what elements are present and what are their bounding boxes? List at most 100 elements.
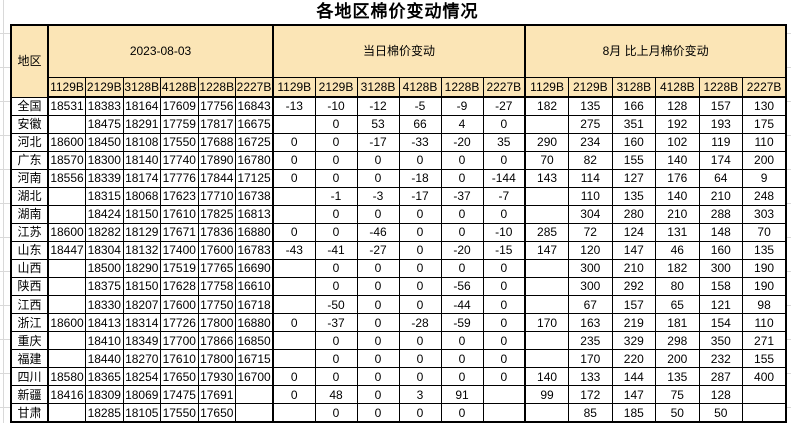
region-cell: 四川 [10,367,49,387]
table-row: 重庆 18410 18349 17700 17866 16850 0 0 0 0 0 235 329 29… [10,331,787,351]
group-header-date: 2023-08-03 [46,24,274,78]
daily-change-cell: 0 [398,295,442,315]
monthly-change-cell: 147 [611,240,657,260]
grade-code-header: 3128B [611,76,657,98]
daily-change-cell: 0 [482,349,526,369]
daily-change-cell: -37 [314,313,358,333]
price-cell: 18570 [47,150,86,170]
price-cell: 16880 [235,313,274,333]
price-cell: 17400 [160,240,199,260]
monthly-change-cell: 190 [742,258,787,278]
price-cell: 17866 [197,331,236,351]
monthly-change-cell [524,331,570,351]
daily-change-cell: 0 [356,313,400,333]
price-cell: 18500 [85,258,124,278]
daily-change-cell: 0 [482,150,526,170]
cotton-price-table: 地区 2023-08-03 当日棉价变动 8月 比上月棉价变动 1129B 212… [10,24,788,423]
daily-change-cell: -1 [314,186,358,206]
daily-change-cell [272,204,316,224]
daily-change-cell: 0 [482,114,526,134]
price-cell: 16850 [235,331,274,351]
daily-change-cell: 3 [398,385,442,405]
price-cell: 16880 [235,222,274,242]
grade-code-header: 2129B [314,76,358,98]
monthly-change-cell: 160 [611,132,657,152]
price-cell: 16715 [235,349,274,369]
monthly-change-cell: 210 [698,186,744,206]
price-cell: 17600 [197,240,236,260]
table-row: 全国 18531 18383 18164 17609 17756 16843 -13 -10 -1… [10,96,787,116]
monthly-change-cell [524,204,570,224]
price-cell: 17691 [197,385,236,405]
price-cell: 17550 [160,403,199,423]
daily-change-cell: 0 [314,168,358,188]
monthly-change-cell: 300 [568,258,613,278]
daily-change-cell [272,295,316,315]
monthly-change-cell: 288 [698,204,744,224]
daily-change-cell: 0 [398,349,442,369]
grade-code-header: 3128B [356,76,400,98]
daily-change-cell: 0 [398,258,442,278]
monthly-change-cell: 124 [611,222,657,242]
daily-change-cell: -33 [398,132,442,152]
price-cell: 18556 [47,168,86,188]
region-cell: 安徽 [10,114,49,134]
monthly-change-cell: 170 [524,313,570,333]
monthly-change-cell: 210 [611,258,657,278]
price-cell [235,385,274,405]
price-cell: 18304 [85,240,124,260]
monthly-change-cell: 350 [698,331,744,351]
monthly-change-cell: 46 [655,240,700,260]
daily-change-cell [482,385,526,405]
daily-change-cell [272,349,316,369]
monthly-change-cell: 400 [742,367,787,387]
region-cell: 浙江 [10,313,49,333]
monthly-change-cell: 72 [568,222,613,242]
price-cell: 18600 [47,222,86,242]
monthly-change-cell [524,349,570,369]
price-cell: 18383 [85,96,124,116]
monthly-change-cell: 160 [698,240,744,260]
daily-change-cell: 0 [356,295,400,315]
monthly-change-cell: 119 [698,132,744,152]
grade-code-header: 2227B [742,76,787,98]
grade-code-header: 1129B [47,76,86,98]
daily-change-cell [272,331,316,351]
monthly-change-cell: 181 [655,313,700,333]
monthly-change-cell: 290 [524,132,570,152]
daily-change-cell: -144 [482,168,526,188]
monthly-change-cell: 110 [742,132,787,152]
daily-change-cell: 0 [314,367,358,387]
price-cell: 17740 [160,150,199,170]
price-cell: 18150 [122,276,161,297]
price-cell: 18475 [85,114,124,134]
price-cell: 17519 [160,258,199,278]
region-cell: 新疆 [10,385,49,405]
monthly-change-cell: 351 [611,114,657,134]
monthly-change-cell: 174 [698,150,744,170]
monthly-change-cell: 176 [655,168,700,188]
daily-change-cell: 0 [440,204,484,224]
daily-change-cell: -10 [314,96,358,116]
daily-change-cell: -20 [440,132,484,152]
daily-change-cell: 0 [272,168,316,188]
region-cell: 广东 [10,150,49,170]
monthly-change-cell: 219 [611,313,657,333]
monthly-change-cell: 303 [742,204,787,224]
daily-change-cell: -56 [440,276,484,297]
monthly-change-cell: 9 [742,168,787,188]
price-cell [47,295,86,315]
daily-change-cell: 0 [356,385,400,405]
daily-change-cell: 0 [482,313,526,333]
region-cell: 陕西 [10,276,49,297]
left-margin-gridlines [0,0,10,423]
region-cell: 江西 [10,295,49,315]
price-cell: 17688 [197,132,236,152]
price-cell: 18365 [85,367,124,387]
monthly-change-cell: 285 [524,222,570,242]
daily-change-cell: -44 [440,295,484,315]
daily-change-cell: 0 [314,276,358,297]
monthly-change-cell: 67 [568,295,613,315]
price-cell [47,186,86,206]
monthly-change-cell: 140 [524,367,570,387]
